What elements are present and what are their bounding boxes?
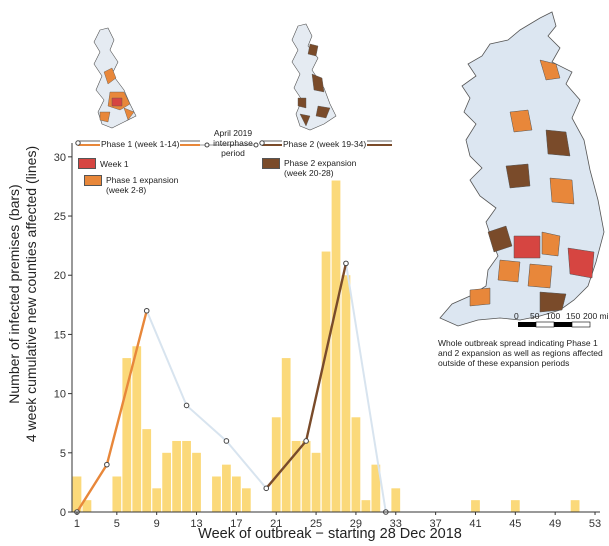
y-tick-label: 30 bbox=[54, 152, 66, 164]
bar bbox=[391, 488, 401, 512]
bar bbox=[192, 452, 201, 512]
whole-outbreak-map bbox=[439, 11, 605, 327]
x-tick-label: 45 bbox=[509, 518, 521, 530]
legend-phase1-label: Phase 1 expansion (week 2-8) bbox=[106, 175, 179, 195]
x-tick-label: 9 bbox=[154, 518, 160, 530]
bar bbox=[361, 500, 371, 512]
bar bbox=[72, 476, 82, 512]
y-tick-label: 10 bbox=[54, 389, 66, 401]
y-axis-title-line2: 4 week cumulative new counties affected … bbox=[23, 145, 39, 443]
phase2-map bbox=[291, 23, 337, 131]
y-tick-label: 15 bbox=[54, 329, 66, 341]
bar bbox=[271, 417, 281, 512]
interphase-label: April 2019 interphase period bbox=[213, 128, 253, 158]
bar bbox=[371, 464, 381, 512]
bar bbox=[321, 251, 331, 512]
x-tick-label: 5 bbox=[114, 518, 120, 530]
y-tick-label: 5 bbox=[60, 448, 66, 460]
x-tick-label: 49 bbox=[549, 518, 561, 530]
legend-phase2-label: Phase 2 expansion (week 20-28) bbox=[284, 158, 357, 178]
scale-label: 200 mi bbox=[583, 311, 609, 321]
bar bbox=[291, 440, 301, 512]
x-axis-title: Week of outbreak − starting 28 Dec 2018 bbox=[198, 526, 462, 542]
lines-layer bbox=[74, 260, 389, 515]
x-tick-label: 1 bbox=[74, 518, 80, 530]
bar bbox=[570, 500, 580, 512]
legend-phase2-swatch bbox=[262, 158, 280, 169]
line-point bbox=[343, 260, 349, 267]
line-point bbox=[263, 485, 270, 492]
y-tick-label: 25 bbox=[54, 211, 66, 223]
bar bbox=[471, 500, 480, 512]
bar bbox=[112, 476, 122, 512]
y-tick-label: 0 bbox=[60, 507, 66, 519]
bar bbox=[82, 500, 92, 512]
bar bbox=[222, 464, 231, 512]
x-tick-label: 53 bbox=[589, 518, 601, 530]
x-tick-label: 33 bbox=[390, 518, 402, 530]
bar bbox=[142, 429, 152, 512]
phase1-label: Phase 1 (week 1-14) bbox=[100, 139, 181, 149]
x-tick-label: 41 bbox=[469, 518, 481, 530]
x-tick-label: 17 bbox=[230, 518, 242, 530]
bar bbox=[152, 488, 162, 512]
scale-label: 50 bbox=[530, 311, 540, 321]
line-point bbox=[223, 438, 230, 444]
y-axis-title-line1: Number of infected premises (bars) bbox=[6, 184, 22, 404]
bar bbox=[182, 440, 191, 512]
line-point bbox=[143, 307, 150, 314]
bar bbox=[122, 358, 132, 512]
x-tick-label: 37 bbox=[429, 518, 441, 530]
x-tick-label: 13 bbox=[190, 518, 202, 530]
y-axis-title: Number of infected premises (bars) 4 wee… bbox=[6, 104, 40, 484]
scale-label: 0 bbox=[514, 311, 519, 321]
x-tick-label: 29 bbox=[350, 518, 362, 530]
x-tick-label: 25 bbox=[310, 518, 322, 530]
legend-week1-label: Week 1 bbox=[100, 159, 129, 169]
bar bbox=[212, 476, 221, 512]
legend-week1-swatch bbox=[78, 158, 96, 169]
bars-layer bbox=[72, 180, 580, 513]
bar bbox=[162, 452, 172, 512]
scale-label: 150 bbox=[566, 311, 581, 321]
legend-phase1-swatch bbox=[84, 175, 102, 186]
bar bbox=[301, 440, 311, 512]
bar bbox=[510, 500, 520, 512]
bar bbox=[172, 440, 181, 512]
line-point bbox=[104, 461, 110, 468]
bar bbox=[281, 358, 291, 512]
bar bbox=[331, 180, 341, 513]
phase2-label: Phase 2 (week 19-34) bbox=[282, 139, 368, 149]
scale-label: 100 bbox=[546, 311, 561, 321]
phase1-map bbox=[93, 27, 137, 129]
whole-outbreak-caption: Whole outbreak spread indicating Phase 1… bbox=[438, 338, 603, 368]
scale-bar bbox=[518, 321, 591, 328]
line-point bbox=[303, 438, 309, 444]
y-tick-label: 20 bbox=[54, 270, 66, 282]
bar bbox=[241, 488, 251, 512]
bar bbox=[311, 452, 321, 512]
bar bbox=[132, 346, 142, 512]
bar bbox=[341, 275, 351, 512]
bar bbox=[351, 417, 361, 512]
x-tick-label: 21 bbox=[270, 518, 282, 530]
line-point bbox=[183, 402, 190, 409]
bar bbox=[231, 476, 241, 512]
